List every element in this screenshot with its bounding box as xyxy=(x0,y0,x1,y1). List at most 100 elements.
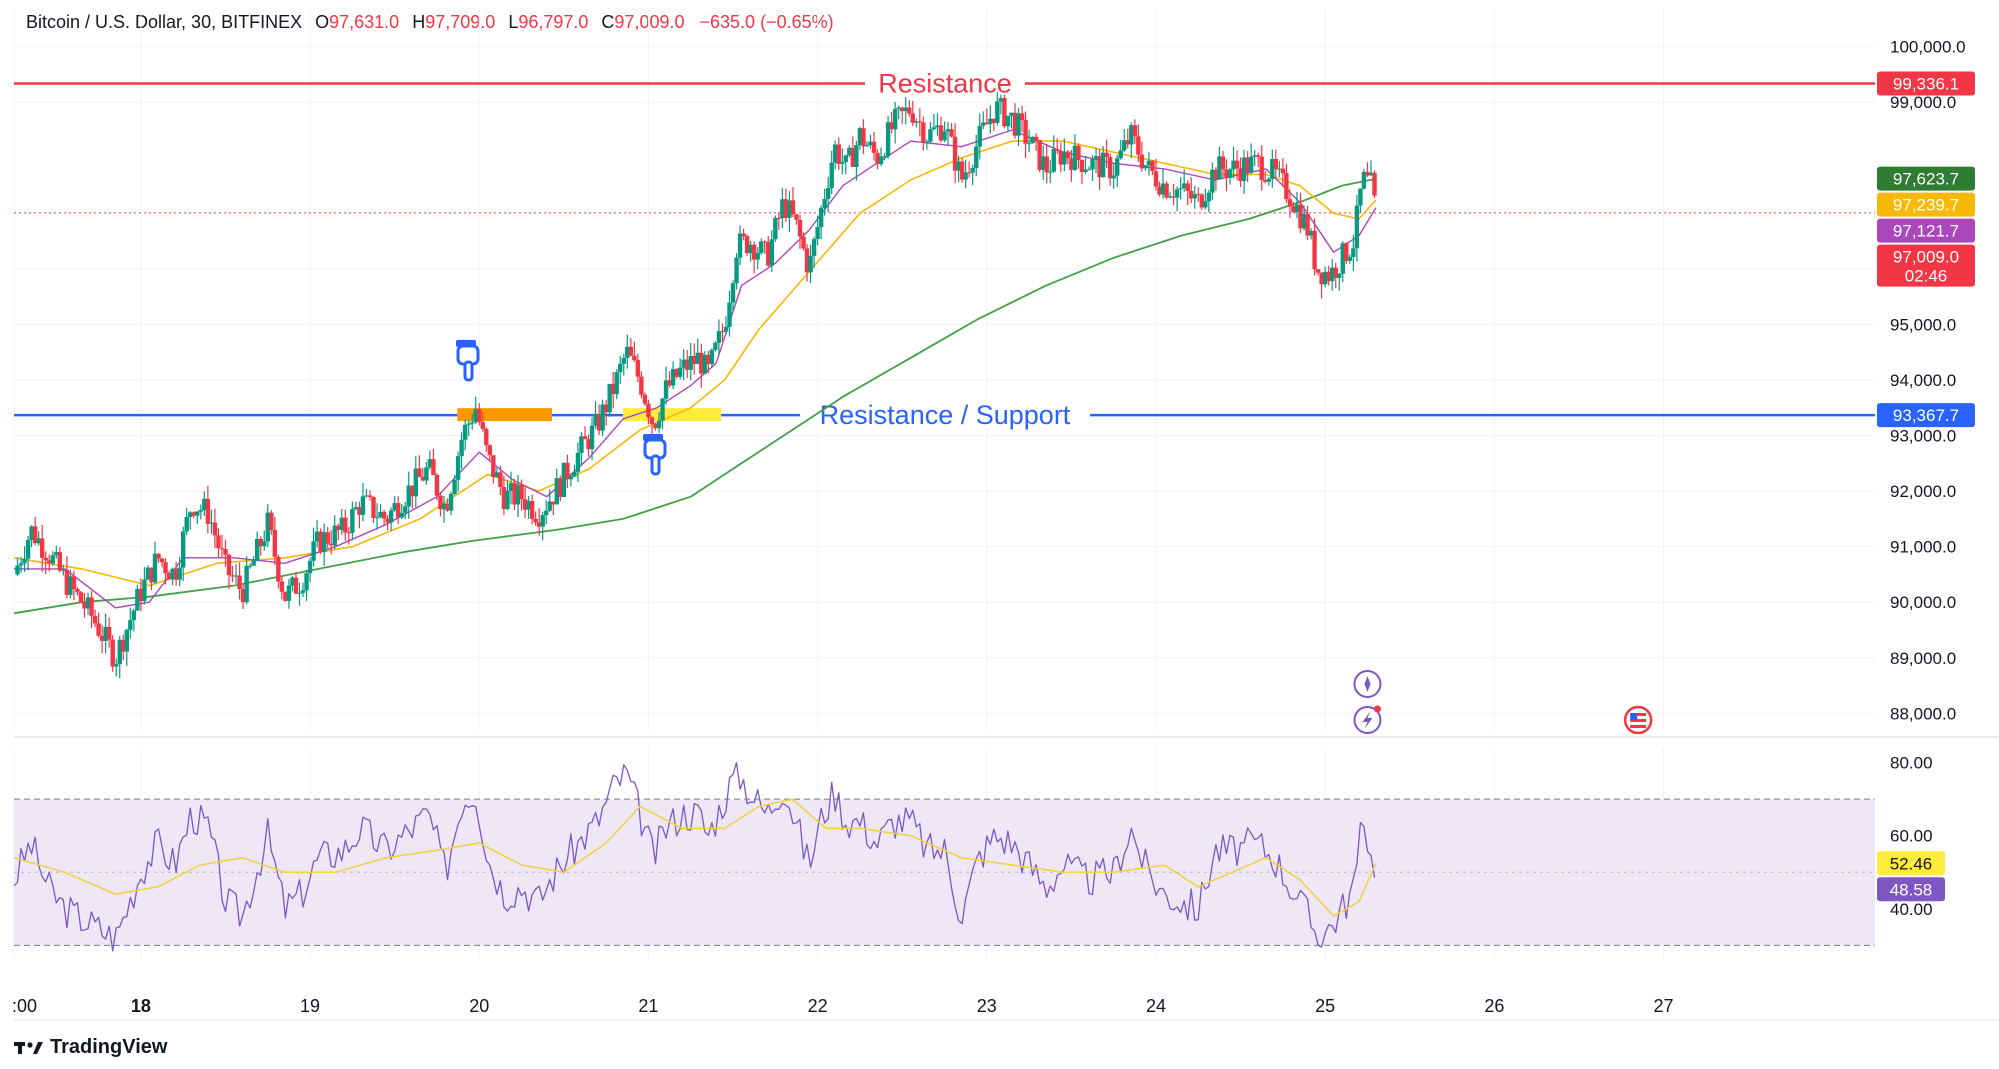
candle-body xyxy=(138,588,144,602)
candle-body xyxy=(417,468,422,477)
candle-body xyxy=(85,597,91,609)
candle-body xyxy=(269,512,274,530)
candle-body xyxy=(811,239,817,256)
candle-body xyxy=(773,217,778,240)
change-value: −635.0 (−0.65%) xyxy=(699,12,834,32)
candle-body xyxy=(1368,172,1374,176)
candle-body xyxy=(907,107,912,114)
candle-body xyxy=(1146,160,1152,166)
flag-stripe xyxy=(1630,719,1647,722)
price-badge-label: 97,239.7 xyxy=(1893,196,1959,215)
candle-body xyxy=(547,501,552,511)
candle-body xyxy=(283,591,288,601)
candle-body xyxy=(1171,196,1176,198)
price-tick-label: 89,000.0 xyxy=(1890,649,1956,668)
candle-body xyxy=(1337,273,1342,278)
candle-body xyxy=(57,552,63,571)
candle-body xyxy=(455,456,461,480)
candle-body xyxy=(1333,267,1338,278)
candle-body xyxy=(78,592,84,603)
open-value: 97,631.0 xyxy=(329,12,400,32)
tradingview-logo[interactable]: TradingView xyxy=(14,1036,167,1059)
candle-body xyxy=(945,129,951,132)
candle-body xyxy=(1044,156,1049,173)
candle-body xyxy=(818,207,824,228)
candle-body xyxy=(452,479,457,494)
candle-body xyxy=(304,573,309,591)
candle-body xyxy=(942,131,947,141)
candle-body xyxy=(198,509,204,512)
candle-body xyxy=(544,510,549,516)
candle-body xyxy=(1238,168,1243,182)
candle-body xyxy=(995,101,1000,123)
candle-body xyxy=(343,517,348,533)
candle-body xyxy=(177,567,182,580)
candle-body xyxy=(159,558,165,563)
price-badge-label: 93,367.7 xyxy=(1893,406,1959,425)
candle-body xyxy=(984,122,989,125)
candle-body xyxy=(632,355,637,361)
candle-body xyxy=(607,383,612,413)
candle-body xyxy=(981,122,986,126)
candle-body xyxy=(1199,194,1204,208)
candle-body xyxy=(244,565,249,603)
candle-body xyxy=(1118,150,1123,159)
candle-body xyxy=(117,639,122,665)
candle-body xyxy=(325,532,330,544)
candle-body xyxy=(184,517,189,532)
candle-body xyxy=(346,532,352,534)
candle-body xyxy=(307,560,313,574)
candle-body xyxy=(649,417,655,424)
candle-body xyxy=(29,526,34,540)
candle-body xyxy=(286,585,292,601)
candle-body xyxy=(413,468,419,497)
time-tick-label: 20 xyxy=(469,996,489,1016)
candle-body xyxy=(977,125,982,147)
candle-body xyxy=(794,214,799,220)
candle-body xyxy=(833,144,838,163)
candle-body xyxy=(963,172,968,180)
candle-body xyxy=(822,198,827,208)
candle-body xyxy=(1055,149,1060,151)
high-label: H xyxy=(412,12,426,32)
tradingview-logo-icon xyxy=(14,1041,43,1054)
candle-body xyxy=(653,423,658,429)
candle-body xyxy=(1157,186,1162,195)
candle-body xyxy=(966,172,972,174)
candle-body xyxy=(381,511,387,519)
candle-body xyxy=(22,558,27,564)
open-label: O xyxy=(315,12,330,32)
candle-body xyxy=(1090,159,1095,170)
candle-body xyxy=(152,553,158,583)
candle-body xyxy=(332,525,337,546)
candle-body xyxy=(935,125,940,128)
candle-body xyxy=(142,579,147,602)
candle-body xyxy=(135,588,140,611)
candle-body xyxy=(431,459,436,475)
candle-body xyxy=(892,108,898,130)
candle-body xyxy=(600,404,605,431)
candle-body xyxy=(868,141,873,146)
candle-body xyxy=(1033,136,1039,141)
candle-body xyxy=(522,499,528,510)
price-tick-label: 91,000.0 xyxy=(1890,538,1956,557)
candle-body xyxy=(1048,171,1053,173)
candle-body xyxy=(1273,159,1279,170)
candle-body xyxy=(1189,190,1194,199)
candle-body xyxy=(804,248,810,273)
rsi-badge-label: 48.58 xyxy=(1890,880,1933,899)
hand-cuff xyxy=(456,340,476,347)
candle-body xyxy=(392,503,397,511)
candle-body xyxy=(737,233,743,258)
candle-body xyxy=(258,538,263,547)
candle-body xyxy=(685,359,690,370)
resistance-label-bg xyxy=(865,69,1025,98)
candle-body xyxy=(272,529,278,557)
candle-body xyxy=(1277,168,1282,170)
candle-body xyxy=(825,188,831,199)
candle-body xyxy=(1167,196,1173,198)
candle-body xyxy=(766,242,771,266)
rsi-badge xyxy=(1877,851,1945,876)
event-sparkle-icon xyxy=(1364,676,1371,692)
